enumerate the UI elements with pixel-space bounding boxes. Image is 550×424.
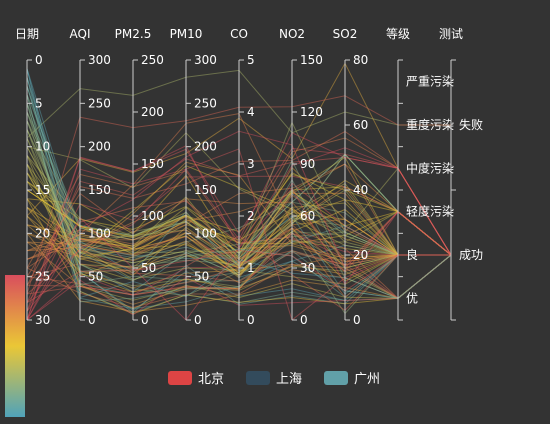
- tick-label: 250: [194, 96, 217, 110]
- axis-name: PM2.5: [115, 27, 152, 41]
- tick-label: 0: [247, 313, 255, 327]
- tick-label: 中度污染: [406, 160, 454, 175]
- legend-item[interactable]: 北京: [168, 371, 224, 387]
- tick-label: 失败: [459, 117, 483, 132]
- axis-name: AQI: [70, 27, 91, 41]
- tick-label: 150: [141, 157, 164, 171]
- tick-label: 0: [35, 53, 43, 67]
- legend-swatch: [324, 371, 348, 385]
- tick-label: 30: [35, 313, 50, 327]
- tick-label: 0: [300, 313, 308, 327]
- tick-label: 20: [353, 248, 368, 262]
- tick-label: 120: [300, 105, 323, 119]
- tick-label: 良: [406, 247, 418, 262]
- legend-label: 北京: [198, 372, 224, 387]
- axis-name: 日期: [15, 27, 39, 41]
- legend-swatch: [246, 371, 270, 385]
- axis-2: PM2.5 0 50 100 150 200 250: [115, 27, 164, 327]
- axis-6: SO2 0 20 40 60 80: [333, 27, 369, 327]
- legend-item[interactable]: 广州: [324, 371, 380, 387]
- tick-label: 2: [247, 209, 255, 223]
- tick-label: 300: [194, 53, 217, 67]
- tick-label: 200: [88, 140, 111, 154]
- tick-label: 4: [247, 105, 255, 119]
- legend-swatch: [168, 371, 192, 385]
- tick-label: 3: [247, 157, 255, 171]
- tick-label: 5: [247, 53, 255, 67]
- tick-label: 200: [194, 140, 217, 154]
- axis-1: AQI 0 50 100 150 200 250 300: [70, 27, 111, 327]
- tick-label: 50: [88, 270, 103, 284]
- tick-label: 100: [88, 226, 111, 240]
- legend-item[interactable]: 上海: [246, 371, 302, 387]
- axis-0: 日期 0 5 10 15 20 25 30: [15, 27, 50, 327]
- tick-label: 200: [141, 105, 164, 119]
- tick-label: 5: [35, 96, 43, 110]
- tick-label: 40: [353, 183, 368, 197]
- tick-label: 轻度污染: [406, 204, 454, 219]
- tick-label: 15: [35, 183, 50, 197]
- axis-name: 测试: [439, 26, 463, 41]
- tick-label: 10: [35, 140, 50, 154]
- tick-label: 0: [353, 313, 361, 327]
- tick-label: 20: [35, 226, 50, 240]
- tick-label: 50: [194, 270, 209, 284]
- tick-label: 重度污染: [406, 117, 454, 132]
- axes: 日期051015202530AQI050100150200250300PM2.5…: [15, 26, 483, 327]
- tick-label: 150: [194, 183, 217, 197]
- axis-7: 等级优 良 轻度污染 中度污染 重度污染 严重污染: [386, 27, 454, 321]
- tick-label: 250: [141, 53, 164, 67]
- tick-label: 250: [88, 96, 111, 110]
- tick-label: 300: [88, 53, 111, 67]
- axis-name: NO2: [279, 27, 305, 41]
- tick-label: 0: [88, 313, 96, 327]
- legend-label: 上海: [276, 372, 302, 387]
- tick-label: 90: [300, 157, 315, 171]
- tick-label: 0: [194, 313, 202, 327]
- tick-label: 成功: [459, 248, 483, 262]
- tick-label: 60: [300, 209, 315, 223]
- tick-label: 0: [141, 313, 149, 327]
- legend: 北京 上海 广州: [168, 371, 380, 387]
- tick-label: 30: [300, 261, 315, 275]
- legend-label: 广州: [354, 372, 380, 387]
- axis-4: CO 0 1 2 3 4 5: [230, 27, 255, 327]
- tick-label: 100: [141, 209, 164, 223]
- tick-label: 150: [88, 183, 111, 197]
- axis-5: NO2 0 30 60 90 120 150: [279, 27, 323, 327]
- visual-map: [5, 275, 25, 417]
- axis-3: PM10 0 50 100 150 200 250 300: [170, 27, 217, 327]
- axis-name: SO2: [333, 27, 358, 41]
- tick-label: 150: [300, 53, 323, 67]
- axis-name: PM10: [170, 27, 203, 41]
- tick-label: 优: [406, 291, 418, 305]
- axis-name: 等级: [386, 27, 410, 41]
- tick-label: 25: [35, 270, 50, 284]
- tick-label: 60: [353, 118, 368, 132]
- visual-map-bar[interactable]: [5, 275, 25, 417]
- tick-label: 80: [353, 53, 368, 67]
- tick-label: 1: [247, 261, 255, 275]
- tick-label: 严重污染: [406, 74, 454, 89]
- tick-label: 100: [194, 226, 217, 240]
- axis-name: CO: [230, 27, 248, 41]
- tick-label: 50: [141, 261, 156, 275]
